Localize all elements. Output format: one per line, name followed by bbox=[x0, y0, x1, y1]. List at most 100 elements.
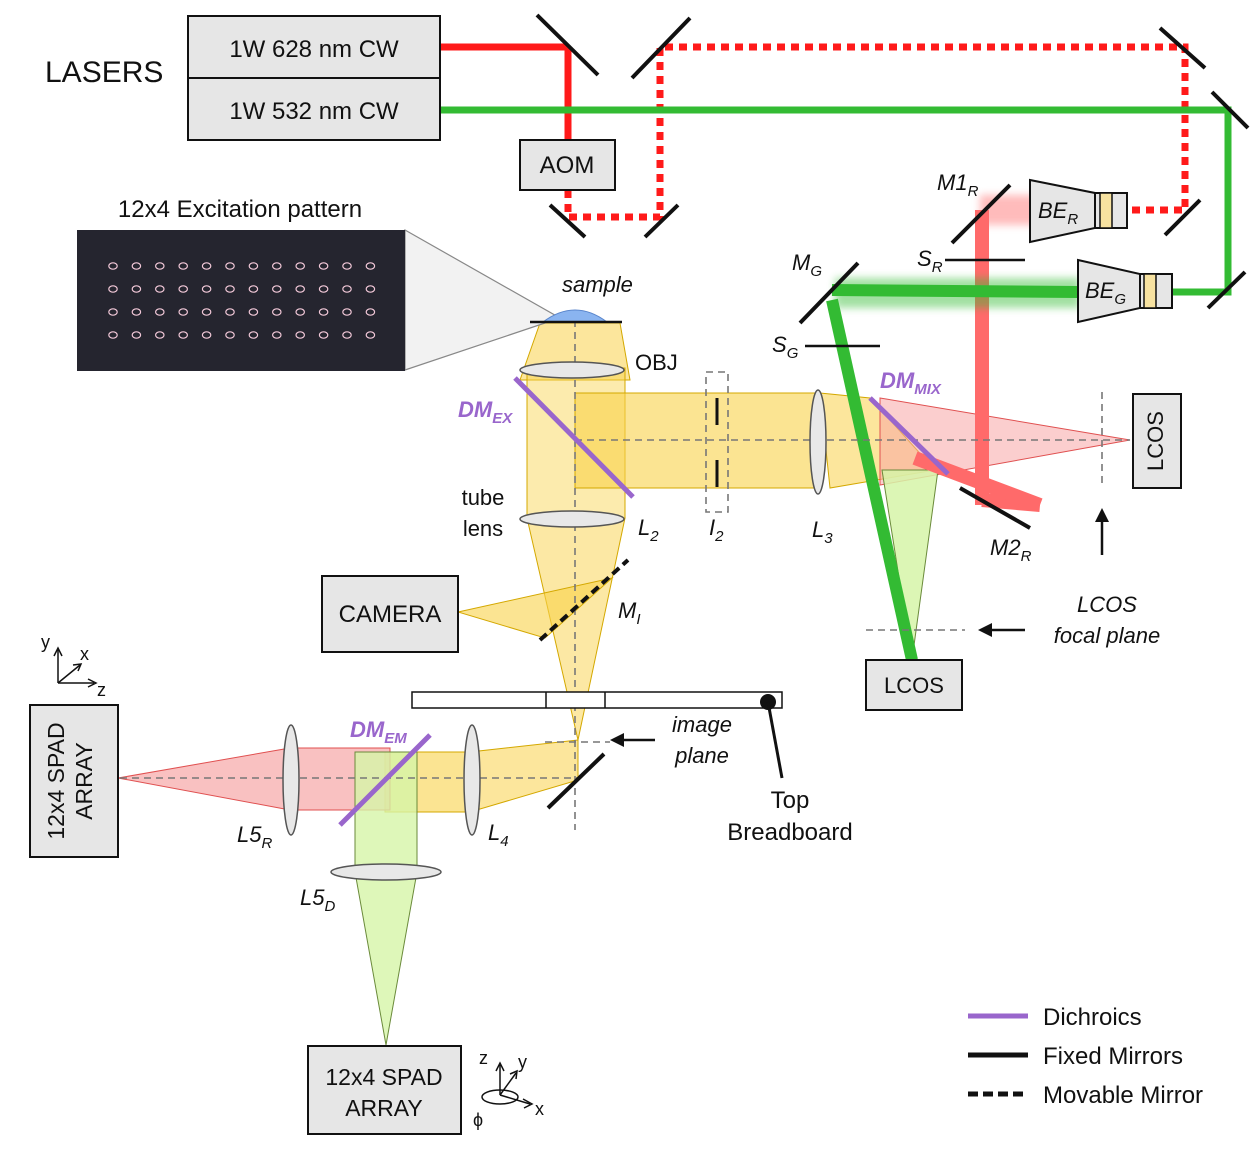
excitation-spot bbox=[342, 285, 352, 293]
svg-text:x: x bbox=[535, 1099, 544, 1119]
lasers-label: LASERS bbox=[45, 56, 163, 89]
excitation-spot bbox=[178, 308, 188, 316]
excitation-spot bbox=[271, 262, 282, 270]
excitation-spot bbox=[342, 308, 352, 316]
svg-text:OBJ: OBJ bbox=[635, 350, 678, 375]
lcos-right-box: LCOS bbox=[1132, 393, 1182, 489]
sample-label: sample bbox=[562, 272, 633, 297]
laser-green-box: 1W 532 nm CW bbox=[187, 77, 441, 141]
lens-l4 bbox=[463, 724, 481, 836]
svg-text:MG: MG bbox=[792, 250, 822, 280]
excitation-spot bbox=[225, 308, 235, 316]
fixed-mirrors bbox=[535, 13, 1250, 810]
svg-text:focal plane: focal plane bbox=[1054, 623, 1160, 648]
svg-text:LCOS: LCOS bbox=[1077, 592, 1137, 617]
svg-text:L2: L2 bbox=[638, 515, 659, 545]
excitation-spot bbox=[365, 331, 376, 339]
excitation-spot bbox=[201, 308, 212, 316]
legend-label-dichroics: Dichroics bbox=[1043, 1004, 1142, 1031]
svg-text:M2R: M2R bbox=[990, 535, 1032, 565]
top-breadboard bbox=[411, 691, 784, 779]
lenses bbox=[282, 361, 827, 881]
excitation-spot bbox=[131, 262, 142, 270]
excitation-spot bbox=[155, 331, 165, 339]
svg-text:tube: tube bbox=[462, 485, 505, 510]
excitation-spot bbox=[365, 262, 376, 270]
excitation-spot bbox=[248, 308, 259, 316]
excitation-spot bbox=[201, 285, 212, 293]
svg-text:SG: SG bbox=[772, 332, 799, 362]
objective-lens bbox=[519, 361, 625, 379]
pattern-title: 12x4 Excitation pattern bbox=[118, 196, 362, 223]
excitation-spot bbox=[108, 308, 118, 316]
svg-text:y: y bbox=[41, 632, 50, 652]
excitation-spot bbox=[318, 285, 329, 293]
excitation-spot bbox=[108, 331, 118, 339]
excitation-spot bbox=[248, 285, 259, 293]
lens-l5d bbox=[330, 863, 442, 881]
excitation-spot bbox=[225, 331, 235, 339]
excitation-spot bbox=[155, 285, 165, 293]
excitation-spot bbox=[131, 285, 142, 293]
spad-array-left: 12x4 SPAD ARRAY bbox=[29, 704, 119, 858]
svg-text:L3: L3 bbox=[812, 517, 833, 547]
svg-text:I2: I2 bbox=[709, 515, 724, 545]
aom-box: AOM bbox=[519, 139, 616, 191]
svg-text:12x4 SPAD: 12x4 SPAD bbox=[43, 722, 69, 839]
excitation-spot bbox=[295, 308, 305, 316]
svg-text:z: z bbox=[97, 680, 106, 700]
beam-expander-green bbox=[1077, 258, 1173, 324]
svg-text:plane: plane bbox=[674, 743, 729, 768]
svg-text:LCOS: LCOS bbox=[884, 673, 944, 698]
laser-red-box: 1W 628 nm CW bbox=[187, 15, 441, 79]
axes-left-icon bbox=[53, 646, 98, 688]
excitation-spot bbox=[178, 285, 188, 293]
svg-text:BEG: BEG bbox=[1085, 278, 1126, 308]
excitation-spot bbox=[342, 331, 352, 339]
excitation-spot bbox=[295, 285, 305, 293]
excitation-spot bbox=[295, 262, 305, 270]
excitation-spot bbox=[271, 285, 282, 293]
svg-text:Breadboard: Breadboard bbox=[727, 819, 852, 846]
svg-text:L5R: L5R bbox=[237, 822, 272, 852]
excitation-spot bbox=[365, 308, 376, 316]
svg-text:CAMERA: CAMERA bbox=[339, 601, 442, 628]
axes-bottom-icon bbox=[481, 1061, 534, 1109]
svg-text:DMEX: DMEX bbox=[458, 397, 513, 427]
svg-text:M1R: M1R bbox=[937, 170, 979, 200]
svg-text:1W 628 nm CW: 1W 628 nm CW bbox=[229, 36, 399, 63]
beam-expander-red bbox=[1029, 178, 1128, 244]
excitation-spot bbox=[108, 262, 118, 270]
optical-axes bbox=[120, 320, 1130, 830]
legend-label-movable: Movable Mirror bbox=[1043, 1082, 1203, 1109]
excitation-spot bbox=[108, 285, 118, 293]
spad-array-bottom: 12x4 SPAD ARRAY bbox=[307, 1045, 462, 1135]
svg-text:LCOS: LCOS bbox=[1143, 411, 1168, 471]
excitation-spot bbox=[318, 262, 329, 270]
svg-text:image: image bbox=[672, 712, 732, 737]
svg-text:lens: lens bbox=[463, 516, 503, 541]
excitation-spot bbox=[318, 331, 329, 339]
lens-l2 bbox=[519, 510, 625, 528]
svg-text:MI: MI bbox=[618, 598, 641, 628]
excitation-spot bbox=[342, 262, 352, 270]
excitation-spot bbox=[248, 331, 259, 339]
component-labels: OBJ DMEX DMMIX DMEM tube lens L2 I2 L3 L… bbox=[237, 170, 1160, 915]
excitation-spot bbox=[225, 262, 235, 270]
excitation-spot bbox=[295, 331, 305, 339]
svg-text:BER: BER bbox=[1038, 198, 1078, 228]
sample bbox=[530, 309, 622, 324]
svg-text:1W 532 nm CW: 1W 532 nm CW bbox=[229, 98, 399, 125]
svg-text:y: y bbox=[518, 1052, 527, 1072]
legend-label-fixed: Fixed Mirrors bbox=[1043, 1043, 1183, 1070]
excitation-spot bbox=[155, 262, 165, 270]
svg-text:Top: Top bbox=[771, 787, 810, 814]
svg-text:12x4 SPAD: 12x4 SPAD bbox=[325, 1064, 442, 1090]
svg-text:DMEM: DMEM bbox=[350, 717, 407, 747]
lens-l3 bbox=[809, 389, 827, 495]
excitation-spot bbox=[178, 262, 188, 270]
excitation-spot bbox=[365, 285, 376, 293]
svg-text:ϕ: ϕ bbox=[473, 1110, 483, 1130]
excitation-pattern-image bbox=[77, 228, 562, 371]
